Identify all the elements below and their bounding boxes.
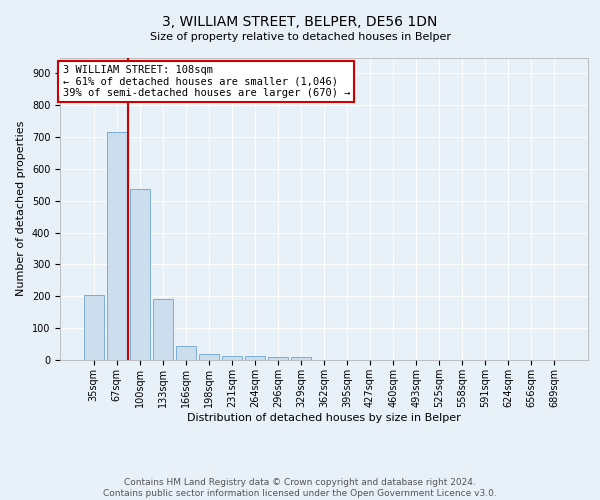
Text: Size of property relative to detached houses in Belper: Size of property relative to detached ho… <box>149 32 451 42</box>
Bar <box>268 358 288 360</box>
Text: 3 WILLIAM STREET: 108sqm
← 61% of detached houses are smaller (1,046)
39% of sem: 3 WILLIAM STREET: 108sqm ← 61% of detach… <box>62 65 350 98</box>
Bar <box>199 354 218 360</box>
Bar <box>153 298 173 360</box>
Bar <box>176 346 196 360</box>
Bar <box>130 188 149 360</box>
Bar <box>222 356 242 360</box>
Bar <box>84 296 104 360</box>
Bar <box>245 356 265 360</box>
Y-axis label: Number of detached properties: Number of detached properties <box>16 121 26 296</box>
Text: Contains HM Land Registry data © Crown copyright and database right 2024.
Contai: Contains HM Land Registry data © Crown c… <box>103 478 497 498</box>
Bar <box>107 132 127 360</box>
Bar <box>291 358 311 360</box>
Text: 3, WILLIAM STREET, BELPER, DE56 1DN: 3, WILLIAM STREET, BELPER, DE56 1DN <box>163 15 437 29</box>
X-axis label: Distribution of detached houses by size in Belper: Distribution of detached houses by size … <box>187 412 461 422</box>
